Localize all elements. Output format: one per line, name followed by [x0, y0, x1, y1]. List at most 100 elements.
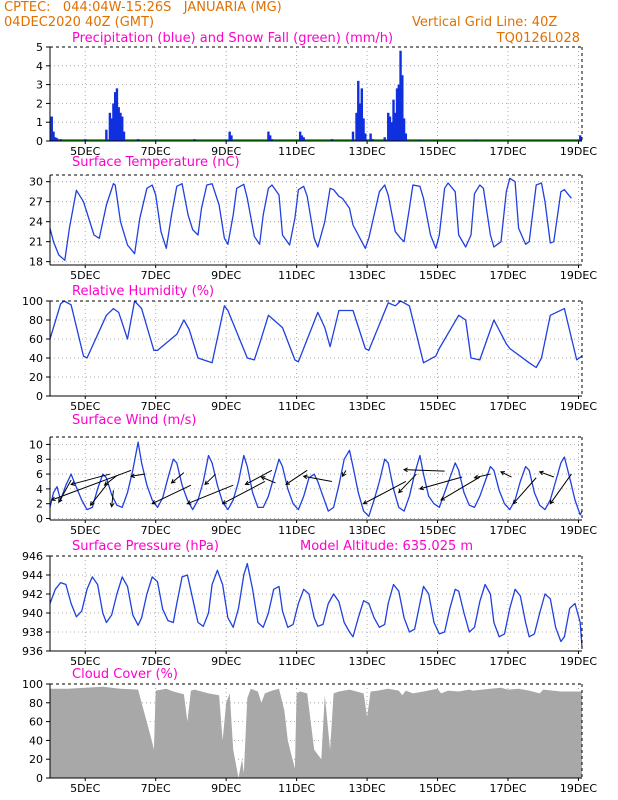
- x-tick-label: 19DEC: [560, 524, 597, 537]
- panel-title: Cloud Cover (%): [72, 667, 178, 682]
- x-tick-label: 11DEC: [278, 782, 315, 795]
- y-tick-label: 100: [22, 295, 43, 308]
- wind-vector: [341, 470, 347, 477]
- y-tick-label: 100: [22, 678, 43, 691]
- precip-bar: [268, 135, 272, 141]
- y-tick-label: 18: [29, 256, 43, 269]
- x-tick-label: 11DEC: [278, 145, 315, 158]
- precip-bar: [362, 118, 365, 141]
- precip-bar: [112, 103, 115, 141]
- y-tick-label: 24: [29, 216, 43, 229]
- header-code: TQ0126L028: [496, 31, 580, 46]
- wind-vector: [245, 469, 273, 485]
- wind-vector: [303, 475, 332, 482]
- x-tick-label: 19DEC: [560, 782, 597, 795]
- wind-arrowhead: [418, 485, 424, 491]
- wind-vector: [222, 481, 266, 505]
- wind-arrowhead: [285, 480, 291, 486]
- x-tick-label: 19DEC: [560, 655, 597, 668]
- wind-arrowhead: [221, 500, 227, 505]
- wind-arrowhead: [186, 500, 192, 505]
- x-tick-label: 15DEC: [419, 269, 456, 282]
- x-tick-label: 9DEC: [211, 145, 241, 158]
- y-tick-label: 60: [29, 716, 43, 729]
- wind-vector: [111, 490, 114, 507]
- panel-title: Surface Temperature (nC): [72, 155, 240, 170]
- x-tick-label: 9DEC: [211, 524, 241, 537]
- precip-bar: [371, 139, 374, 141]
- y-tick-label: 40: [29, 734, 43, 747]
- precip-bar: [300, 135, 304, 141]
- precip-bar: [404, 133, 408, 141]
- precip-bar: [387, 112, 390, 141]
- precip-bar: [122, 131, 126, 141]
- y-tick-label: 942: [22, 588, 43, 601]
- precip-bar: [54, 137, 57, 141]
- precip-bar: [351, 131, 355, 141]
- x-tick-label: 19DEC: [560, 269, 597, 282]
- wind-arrowhead: [130, 473, 135, 479]
- precip-bar: [136, 139, 140, 141]
- x-tick-label: 9DEC: [211, 782, 241, 795]
- precip-bar: [401, 75, 404, 141]
- precip-bar: [369, 133, 372, 141]
- precip-bar: [121, 116, 124, 141]
- precip-bar: [228, 131, 231, 141]
- wind-arrowhead: [398, 488, 403, 494]
- y-tick-label: 6: [36, 468, 43, 481]
- wind-vector: [187, 484, 234, 505]
- precip-bar: [302, 137, 305, 141]
- precip-bar: [358, 103, 362, 141]
- precip-bar: [330, 139, 334, 141]
- precip-bar: [357, 80, 360, 141]
- x-tick-label: 19DEC: [560, 145, 597, 158]
- y-tick-label: 80: [29, 314, 43, 327]
- x-tick-label: 9DEC: [211, 400, 241, 413]
- y-tick-label: 3: [36, 79, 43, 92]
- y-tick-label: 0: [36, 135, 43, 148]
- wind-arrowhead: [403, 467, 408, 473]
- x-tick-label: 19DEC: [560, 400, 597, 413]
- x-tick-label: 5DEC: [70, 655, 100, 668]
- cloud-cover-area: [50, 686, 582, 778]
- precip-bar: [55, 138, 59, 141]
- y-tick-label: 2: [36, 97, 43, 110]
- precip-bar: [59, 139, 62, 141]
- y-tick-label: 940: [22, 607, 43, 620]
- wind-arrowhead: [440, 496, 446, 501]
- y-tick-label: 20: [29, 371, 43, 384]
- x-tick-label: 11DEC: [278, 655, 315, 668]
- x-tick-label: 17DEC: [489, 524, 526, 537]
- x-tick-label: 5DEC: [70, 400, 100, 413]
- y-tick-label: 80: [29, 697, 43, 710]
- precip-bar: [105, 129, 108, 141]
- precip-bar: [298, 131, 302, 141]
- wind-vector: [104, 475, 118, 486]
- series-line: [49, 300, 583, 369]
- y-tick-label: 27: [29, 196, 43, 209]
- y-tick-label: 938: [22, 626, 43, 639]
- wind-arrowhead: [244, 480, 250, 485]
- x-tick-label: 15DEC: [419, 524, 456, 537]
- wind-arrowhead: [473, 474, 479, 480]
- y-tick-label: 8: [36, 453, 43, 466]
- precip-bar: [52, 131, 55, 141]
- x-tick-label: 5DEC: [70, 269, 100, 282]
- wind-arrowhead: [538, 470, 544, 476]
- wind-vector: [285, 469, 308, 485]
- precip-bar: [395, 88, 399, 141]
- wind-arrowhead: [500, 471, 505, 476]
- precip-bar: [397, 84, 400, 141]
- x-tick-label: 13DEC: [349, 524, 386, 537]
- wind-arrowhead: [204, 480, 210, 486]
- precip-bar: [360, 88, 364, 141]
- x-tick-label: 5DEC: [70, 524, 100, 537]
- x-tick-label: 13DEC: [349, 655, 386, 668]
- panel-title: Surface Wind (m/s): [72, 413, 196, 428]
- wind-arrowhead: [260, 476, 266, 481]
- wind-vector: [51, 469, 132, 501]
- precip-bar: [364, 133, 367, 141]
- precip-bar: [50, 116, 53, 141]
- precip-bar: [579, 135, 582, 141]
- y-tick-label: 40: [29, 352, 43, 365]
